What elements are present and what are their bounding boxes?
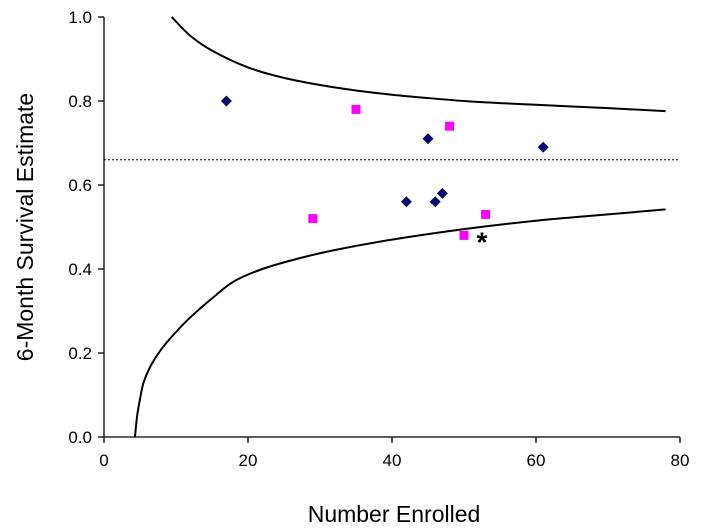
x-tick-label: 0 [99,451,108,470]
x-tick-label: 80 [671,451,690,470]
y-tick-label: 0.6 [68,176,92,195]
data-point-square [351,104,361,114]
data-point-square [459,230,469,240]
data-point-square [445,121,455,131]
upper-bound-curve [170,16,666,113]
data-point-diamond [429,196,441,208]
data-point-square [481,209,491,219]
y-tick-label: 0.2 [68,344,92,363]
data-point-diamond [400,196,412,208]
x-tick-label: 60 [527,451,546,470]
y-tick-label: 0.0 [68,428,92,447]
y-tick-label: 0.8 [68,92,92,111]
plot-area: 0.0 0.2 0.4 0.6 0.8 1.0 0 20 40 60 80 Number Enroll… [12,8,689,527]
x-tick-label: 20 [239,451,258,470]
data-point-diamond [436,187,448,199]
data-point-diamond [422,133,434,145]
annotation-asterisk: * [477,226,488,257]
data-point-diamond [220,95,232,107]
y-tick-label: 1.0 [68,8,92,27]
x-axis-title: Number Enrolled [308,501,481,527]
lower-bound-curve [133,208,666,438]
data-point-diamond [537,141,549,153]
y-axis-title: 6-Month Survival Estimate [12,93,38,361]
data-point-square [308,214,318,224]
x-tick-label: 40 [383,451,402,470]
y-tick-label: 0.4 [68,260,92,279]
